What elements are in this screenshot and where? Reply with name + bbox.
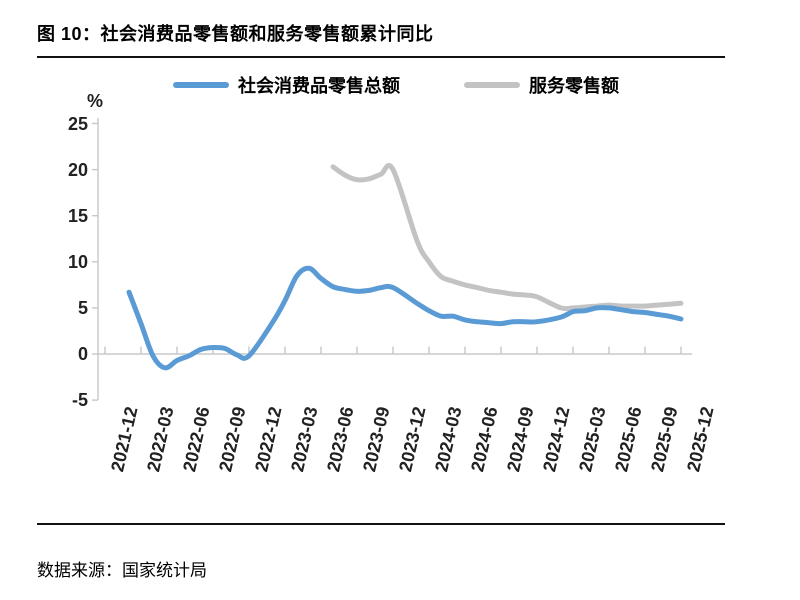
x-tick-label: 2022-12 — [251, 404, 286, 474]
x-tick-label: 2025-06 — [611, 404, 646, 474]
x-tick-label: 2022-09 — [215, 404, 250, 474]
y-tick-label: 20 — [67, 159, 88, 180]
chart-legend: 社会消费品零售总额 服务零售额 — [98, 72, 694, 98]
legend-item-services-retail: 服务零售额 — [464, 72, 619, 98]
y-tick-label: -5 — [71, 390, 88, 411]
x-tick-label: 2023-12 — [395, 404, 430, 474]
data-source: 数据来源：国家统计局 — [37, 561, 207, 580]
x-tick-label: 2024-09 — [503, 404, 538, 474]
x-tick-label: 2023-06 — [323, 404, 358, 474]
top-divider — [37, 56, 725, 58]
x-tick-label: 2024-12 — [539, 404, 574, 474]
x-tick-label: 2024-06 — [467, 404, 502, 474]
y-tick-label: 15 — [67, 205, 88, 226]
legend-label-retail-total: 社会消费品零售总额 — [238, 76, 400, 96]
legend-label-services-retail: 服务零售额 — [529, 76, 619, 96]
x-tick-label: 2023-09 — [359, 404, 394, 474]
legend-line-swatch-blue — [173, 82, 229, 88]
y-tick-label: 0 — [77, 344, 88, 364]
x-tick-label: 2023-03 — [287, 404, 322, 474]
y-tick-label: 5 — [77, 297, 88, 318]
x-tick-label: 2022-06 — [179, 404, 214, 474]
series-line-services-retail — [330, 162, 684, 312]
legend-item-retail-total: 社会消费品零售总额 — [173, 72, 400, 98]
x-tick-label: 2021-12 — [107, 404, 142, 474]
y-tick-label: 10 — [67, 251, 88, 272]
bottom-divider — [37, 523, 725, 525]
y-tick-label: 25 — [67, 113, 88, 134]
x-tick-label: 2022-03 — [143, 404, 178, 474]
y-axis-unit-label: % — [86, 91, 103, 111]
figure-title: 图 10：社会消费品零售额和服务零售额累计同比 — [37, 24, 434, 44]
x-tick-label: 2025-12 — [683, 404, 718, 474]
x-tick-label: 2025-03 — [575, 404, 610, 474]
x-tick-label: 2024-03 — [431, 404, 466, 474]
series-line-retail-total — [126, 265, 684, 371]
x-tick-label: 2025-09 — [647, 404, 682, 474]
legend-line-swatch-gray — [464, 82, 520, 88]
